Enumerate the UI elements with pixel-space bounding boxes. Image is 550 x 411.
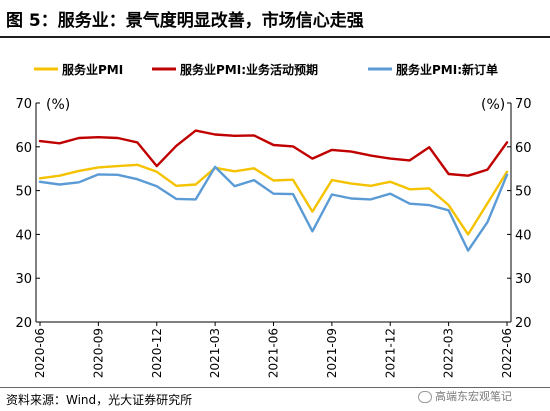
- chart-axes: 20 20 30 30 40 40 50 50 60 60 70 70 (%) (%) 2020-06 202…: [15, 97, 531, 378]
- y-unit-left: (%): [46, 97, 70, 113]
- y-tick-label-right: 50: [515, 185, 532, 200]
- source-note: 资料来源：Wind，光大证券研究所: [6, 393, 193, 407]
- x-tick-label: 2021-06: [267, 328, 281, 378]
- x-tick-label: 2022-03: [442, 328, 456, 378]
- title-divider: [0, 36, 550, 38]
- legend-label-2: 服务业PMI:新订单: [396, 62, 498, 77]
- x-tick-label: 2022-06: [500, 328, 514, 378]
- y-tick-label-left: 20: [15, 316, 32, 331]
- y-tick-label-right: 30: [515, 272, 532, 287]
- y-tick-label-right: 70: [515, 97, 532, 112]
- x-tick-label: 2020-09: [91, 328, 105, 378]
- watermark-text: 高端东宏观笔记: [435, 390, 512, 403]
- x-tick-label: 2021-12: [383, 328, 397, 378]
- y-tick-label-left: 40: [15, 228, 32, 243]
- legend-label-1: 服务业PMI:业务活动预期: [180, 62, 318, 77]
- y-tick-label-right: 40: [515, 228, 532, 243]
- y-tick-label-left: 70: [15, 97, 32, 112]
- y-tick-label-left: 30: [15, 272, 32, 287]
- title-bar: 图 5：服务业：景气度明显改善，市场信心走强: [0, 0, 550, 38]
- line-chart: 服务业PMI 服务业PMI:业务活动预期 服务业PMI:新订单 20 20 30 30 40…: [15, 62, 531, 378]
- y-tick-label-right: 20: [515, 316, 532, 331]
- y-unit-right: (%): [481, 97, 505, 113]
- legend-label-0: 服务业PMI: [62, 62, 123, 77]
- y-tick-label-right: 60: [515, 141, 532, 156]
- footer-divider: [0, 387, 550, 388]
- chart-legend: 服务业PMI 服务业PMI:业务活动预期 服务业PMI:新订单: [34, 62, 498, 77]
- series-line-0: [38, 163, 509, 236]
- y-tick-label-left: 60: [15, 141, 32, 156]
- watermark: 高端东宏观笔记: [418, 388, 512, 404]
- x-tick-label: 2020-06: [33, 328, 47, 378]
- wechat-icon: [418, 391, 432, 403]
- y-tick-label-left: 50: [15, 185, 32, 200]
- series-line-1: [38, 129, 509, 177]
- series-line-2: [38, 165, 509, 252]
- x-tick-label: 2021-03: [208, 328, 222, 378]
- chart-series: [38, 129, 509, 252]
- x-tick-label: 2020-12: [150, 328, 164, 378]
- x-tick-label: 2021-09: [325, 328, 339, 378]
- page-title: 图 5：服务业：景气度明显改善，市场信心走强: [6, 11, 364, 31]
